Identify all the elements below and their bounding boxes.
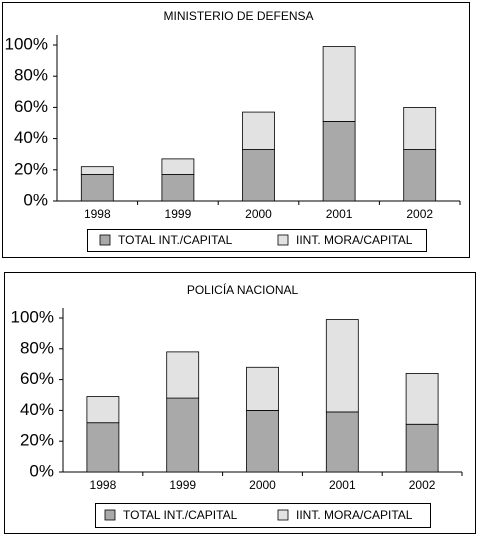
x-tick-label: 1998: [84, 207, 111, 221]
bar-segment: [246, 366, 279, 411]
panel: [4, 272, 476, 534]
legend: [87, 229, 427, 252]
legend-swatch: [277, 509, 289, 521]
y-tick-label: 20%: [14, 159, 48, 178]
legend: [95, 503, 431, 528]
y-tick-label: 60%: [20, 369, 54, 388]
bar-segment: [161, 174, 195, 202]
x-tick-label: 2000: [245, 207, 272, 221]
chart-title: MINISTERIO DE DEFENSA: [163, 9, 313, 23]
bar-segment: [161, 158, 195, 175]
legend-label: IINT. MORA/CAPITAL: [296, 233, 413, 247]
y-tick-label: 80%: [14, 66, 48, 85]
y-tick-label: 80%: [20, 338, 54, 357]
chart-title: POLICÍA NACIONAL: [187, 282, 299, 297]
bar-segment: [325, 319, 359, 413]
bar-segment: [403, 107, 437, 150]
bar-segment: [86, 396, 120, 424]
bar-segment: [80, 166, 114, 175]
bar-segment: [166, 397, 200, 473]
y-tick-label: 0%: [23, 190, 48, 209]
bar-segment: [325, 411, 359, 473]
bar-segment: [242, 111, 275, 150]
legend-swatch: [277, 234, 289, 246]
bar-segment: [403, 149, 437, 202]
legend-swatch: [104, 509, 116, 521]
y-tick-label: 0%: [29, 461, 54, 480]
y-tick-label: 100%: [5, 34, 48, 53]
x-tick-label: 1999: [169, 478, 196, 492]
bar-segment: [405, 423, 439, 473]
x-tick-label: 2000: [249, 478, 276, 492]
panel: [2, 2, 470, 258]
bar-segment: [166, 351, 200, 399]
bar-segment: [322, 46, 356, 122]
bar-segment: [86, 422, 120, 473]
x-tick-label: 1998: [90, 478, 117, 492]
y-tick-label: 40%: [20, 400, 54, 419]
legend-swatch: [99, 234, 111, 246]
x-tick-label: 2001: [326, 207, 353, 221]
legend-label: IINT. MORA/CAPITAL: [296, 508, 413, 522]
legend-label: TOTAL INT./CAPITAL: [118, 233, 233, 247]
y-tick-label: 60%: [14, 97, 48, 116]
bar-segment: [405, 373, 439, 425]
bar-segment: [80, 174, 114, 202]
y-tick-label: 100%: [11, 307, 54, 326]
bar-segment: [322, 121, 356, 202]
bar-segment: [246, 409, 279, 473]
x-tick-label: 2002: [409, 478, 436, 492]
x-tick-label: 2002: [406, 207, 433, 221]
y-tick-label: 40%: [14, 128, 48, 147]
bar-segment: [242, 149, 275, 202]
y-tick-label: 20%: [20, 431, 54, 450]
x-tick-label: 1999: [165, 207, 192, 221]
x-tick-label: 2001: [329, 478, 356, 492]
legend-label: TOTAL INT./CAPITAL: [123, 508, 238, 522]
